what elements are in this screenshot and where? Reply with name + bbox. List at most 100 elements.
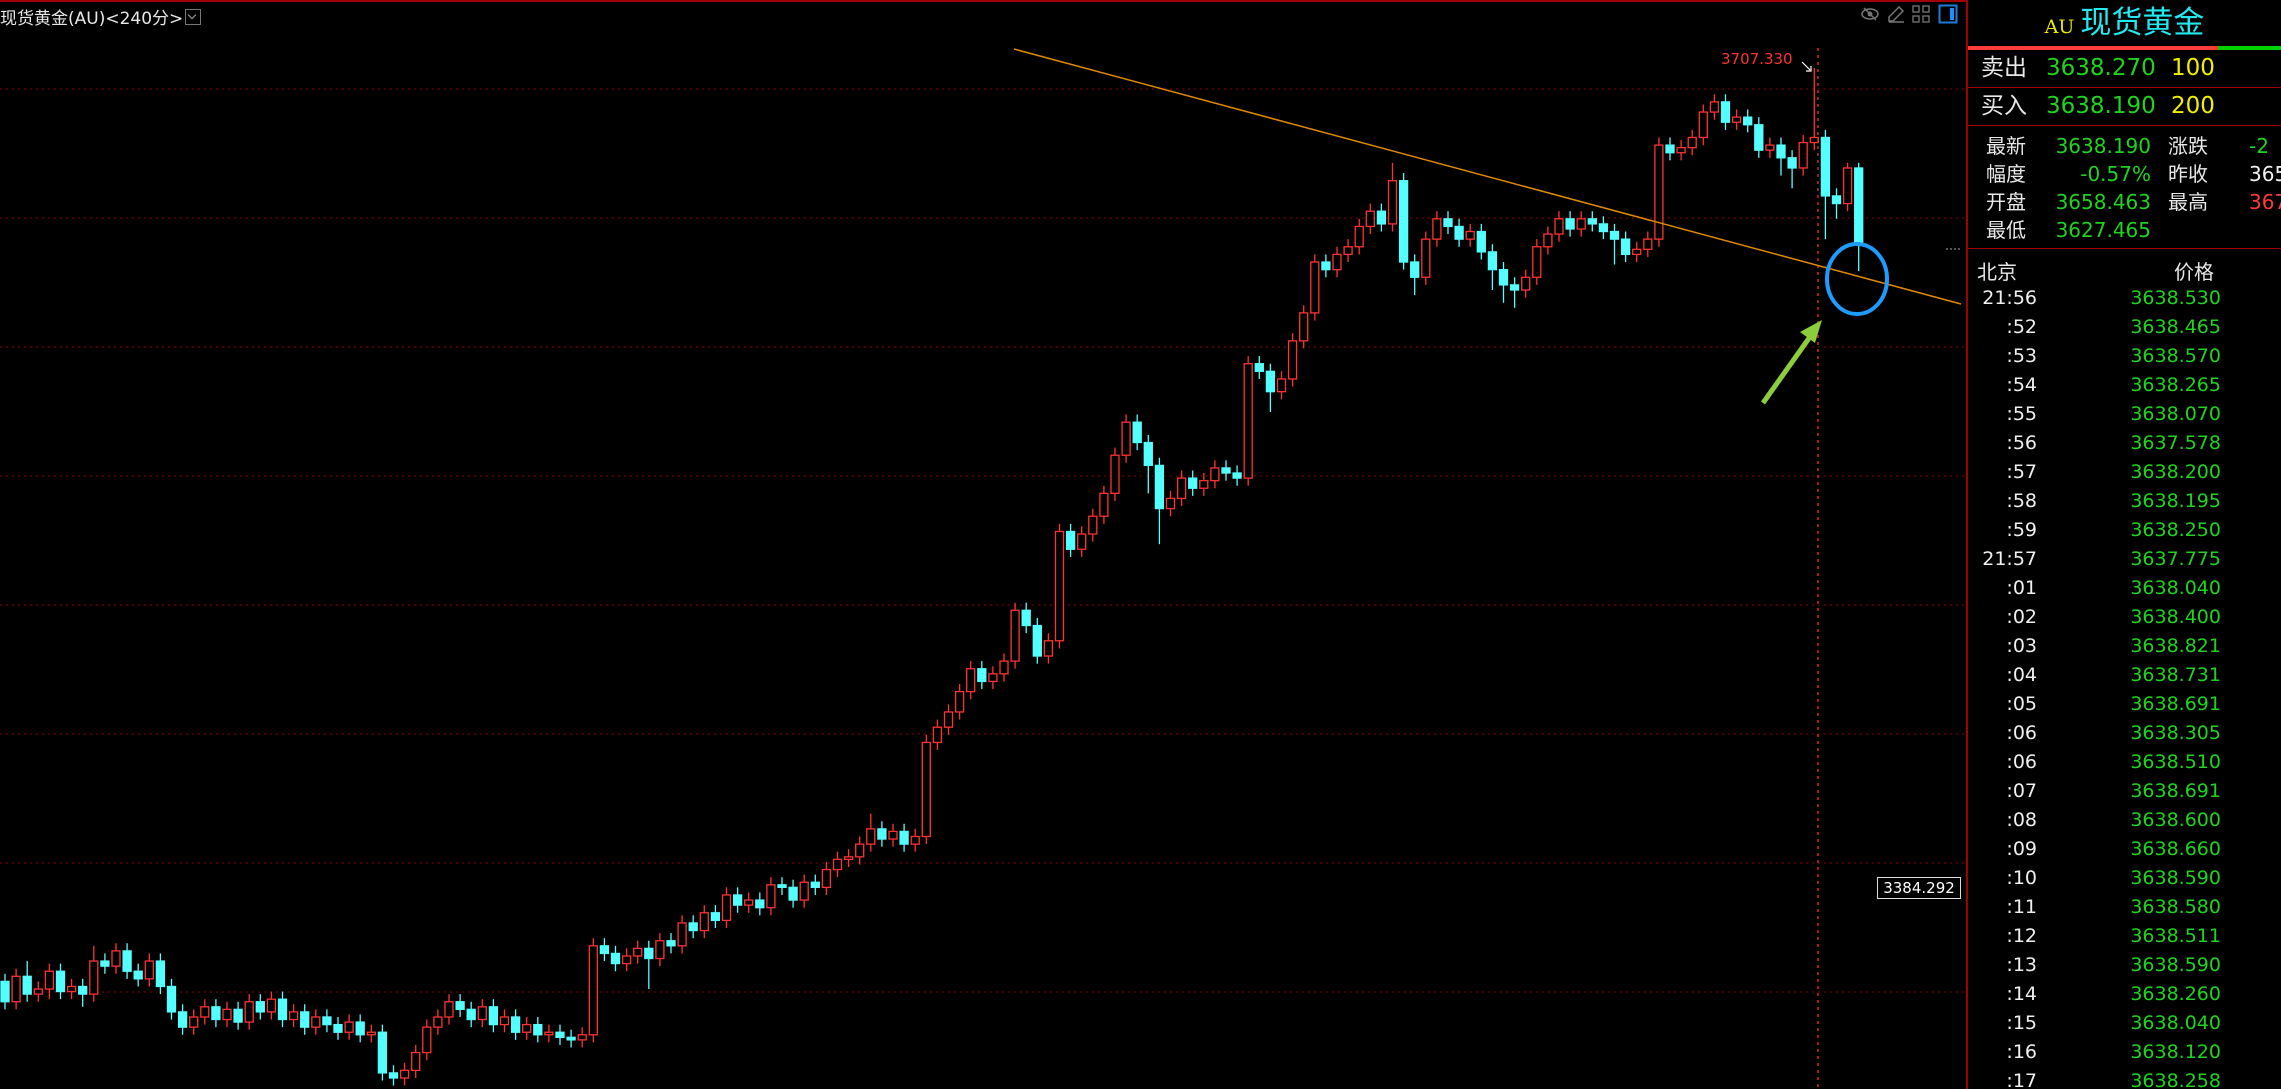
tick-row[interactable]: :07 3638.691 [1968,777,2281,806]
candle-body [66,985,77,993]
candle [1532,239,1542,285]
candle [1554,211,1564,242]
candle-body [488,1006,499,1026]
candle-body [1665,144,1675,154]
candle-body [666,940,676,947]
candle-body [1687,136,1697,149]
candle-body [799,881,809,901]
candle-body [1132,421,1142,444]
candle [33,981,43,1002]
tick-row[interactable]: :53 3638.570 [1968,342,2281,371]
candle-body [133,970,143,980]
eye-hidden-icon[interactable] [1860,4,1880,24]
trendline[interactable] [1013,48,1962,305]
tick-row[interactable]: :06 3638.510 [1968,748,2281,777]
candle [1820,129,1831,240]
tick-row[interactable]: :13 3638.590 [1968,951,2281,980]
tick-row[interactable]: 21:57 3637.775 [1968,545,2281,574]
candlestick-chart[interactable] [0,0,1966,1089]
tick-row[interactable]: :56 3637.578 [1968,429,2281,458]
tick-row[interactable]: :54 3638.265 [1968,371,2281,400]
candle [44,963,55,1000]
candle [266,991,277,1020]
candle [555,1024,565,1045]
tick-row[interactable]: :52 3638.465 [1968,313,2281,342]
tick-row[interactable]: :04 3638.731 [1968,661,2281,690]
tick-row[interactable]: :12 3638.511 [1968,922,2281,951]
tick-row[interactable]: :06 3638.305 [1968,719,2281,748]
tick-row[interactable]: :02 3638.400 [1968,603,2281,632]
candle [1265,363,1276,413]
tick-row[interactable]: :17 3638.258 [1968,1067,2281,1089]
candle-body [1787,157,1797,169]
annotation-arrow-icon[interactable] [1760,320,1822,405]
candle-body [732,894,743,906]
period-dropdown-icon[interactable] [185,9,202,25]
tick-list[interactable]: 21:56 3638.530:52 3638.465:53 3638.570:54 36… [1968,284,2281,1089]
candle-body [1509,284,1520,291]
candle [411,1044,421,1078]
tick-row[interactable]: :59 3638.250 [1968,516,2281,545]
candle-body [1798,141,1808,169]
tick-row[interactable]: :10 3638.590 [1968,864,2281,893]
candle [599,938,610,962]
tick-row[interactable]: :15 3638.040 [1968,1009,2281,1038]
candle-body [1731,116,1742,123]
candle-body [144,960,154,980]
candle [810,874,820,895]
candle [1809,68,1819,151]
tick-time: :07 [2006,780,2037,802]
tick-price: 3638.265 [2130,374,2221,396]
candle [0,973,10,1010]
tick-row[interactable]: 21:56 3638.530 [1968,284,2281,313]
candle-body [810,881,820,888]
candle [1421,231,1431,285]
candle-body [1088,515,1098,535]
candle-body [655,940,665,960]
chart-title[interactable]: 现货黄金(AU)<240分> [0,4,202,29]
annotation-circle[interactable] [1825,242,1889,316]
candle-body [433,1016,443,1028]
tick-price: 3638.511 [2130,925,2221,947]
candle [399,1062,410,1086]
candle-body [122,950,132,972]
candle [1598,216,1609,240]
tick-row[interactable]: :09 3638.660 [1968,835,2281,864]
candle [1243,356,1253,486]
candle-body [411,1051,421,1072]
tick-row[interactable]: :14 3638.260 [1968,980,2281,1009]
candle [1410,254,1420,296]
candle [11,968,21,1010]
tick-row[interactable]: :55 3638.070 [1968,400,2281,429]
tick-row[interactable]: :58 3638.195 [1968,487,2281,516]
tick-time: :15 [2006,1012,2037,1034]
tick-row[interactable]: :01 3638.040 [1968,574,2281,603]
candle-body [988,673,998,683]
tick-row[interactable]: :16 3638.120 [1968,1038,2281,1067]
candle-body [1210,467,1220,482]
candle-body [1032,624,1042,657]
tick-row[interactable]: :03 3638.821 [1968,632,2281,661]
candle-body [1365,210,1375,228]
candle-body [932,726,943,744]
pencil-icon[interactable] [1886,4,1906,24]
tick-row[interactable]: :57 3638.200 [1968,458,2281,487]
stat-label: 昨收 [2168,162,2208,186]
tick-time: 21:56 [1982,287,2037,309]
candle-body [954,690,965,713]
candle [666,933,676,954]
grid-layout-icon[interactable] [1911,4,1931,24]
tick-row[interactable]: :05 3638.691 [1968,690,2281,719]
stat-value: 3627.465 [2055,218,2151,242]
candle [55,963,66,1000]
tick-time: :56 [2006,432,2037,454]
candle [133,963,143,987]
candle [1176,470,1187,507]
candle [921,734,931,845]
candle [1221,460,1231,481]
tick-row[interactable]: :11 3638.580 [1968,893,2281,922]
tick-row[interactable]: :08 3638.600 [1968,806,2281,835]
side-panel-icon[interactable] [1938,4,1958,24]
candle-body [832,858,843,871]
candle [499,1009,510,1033]
